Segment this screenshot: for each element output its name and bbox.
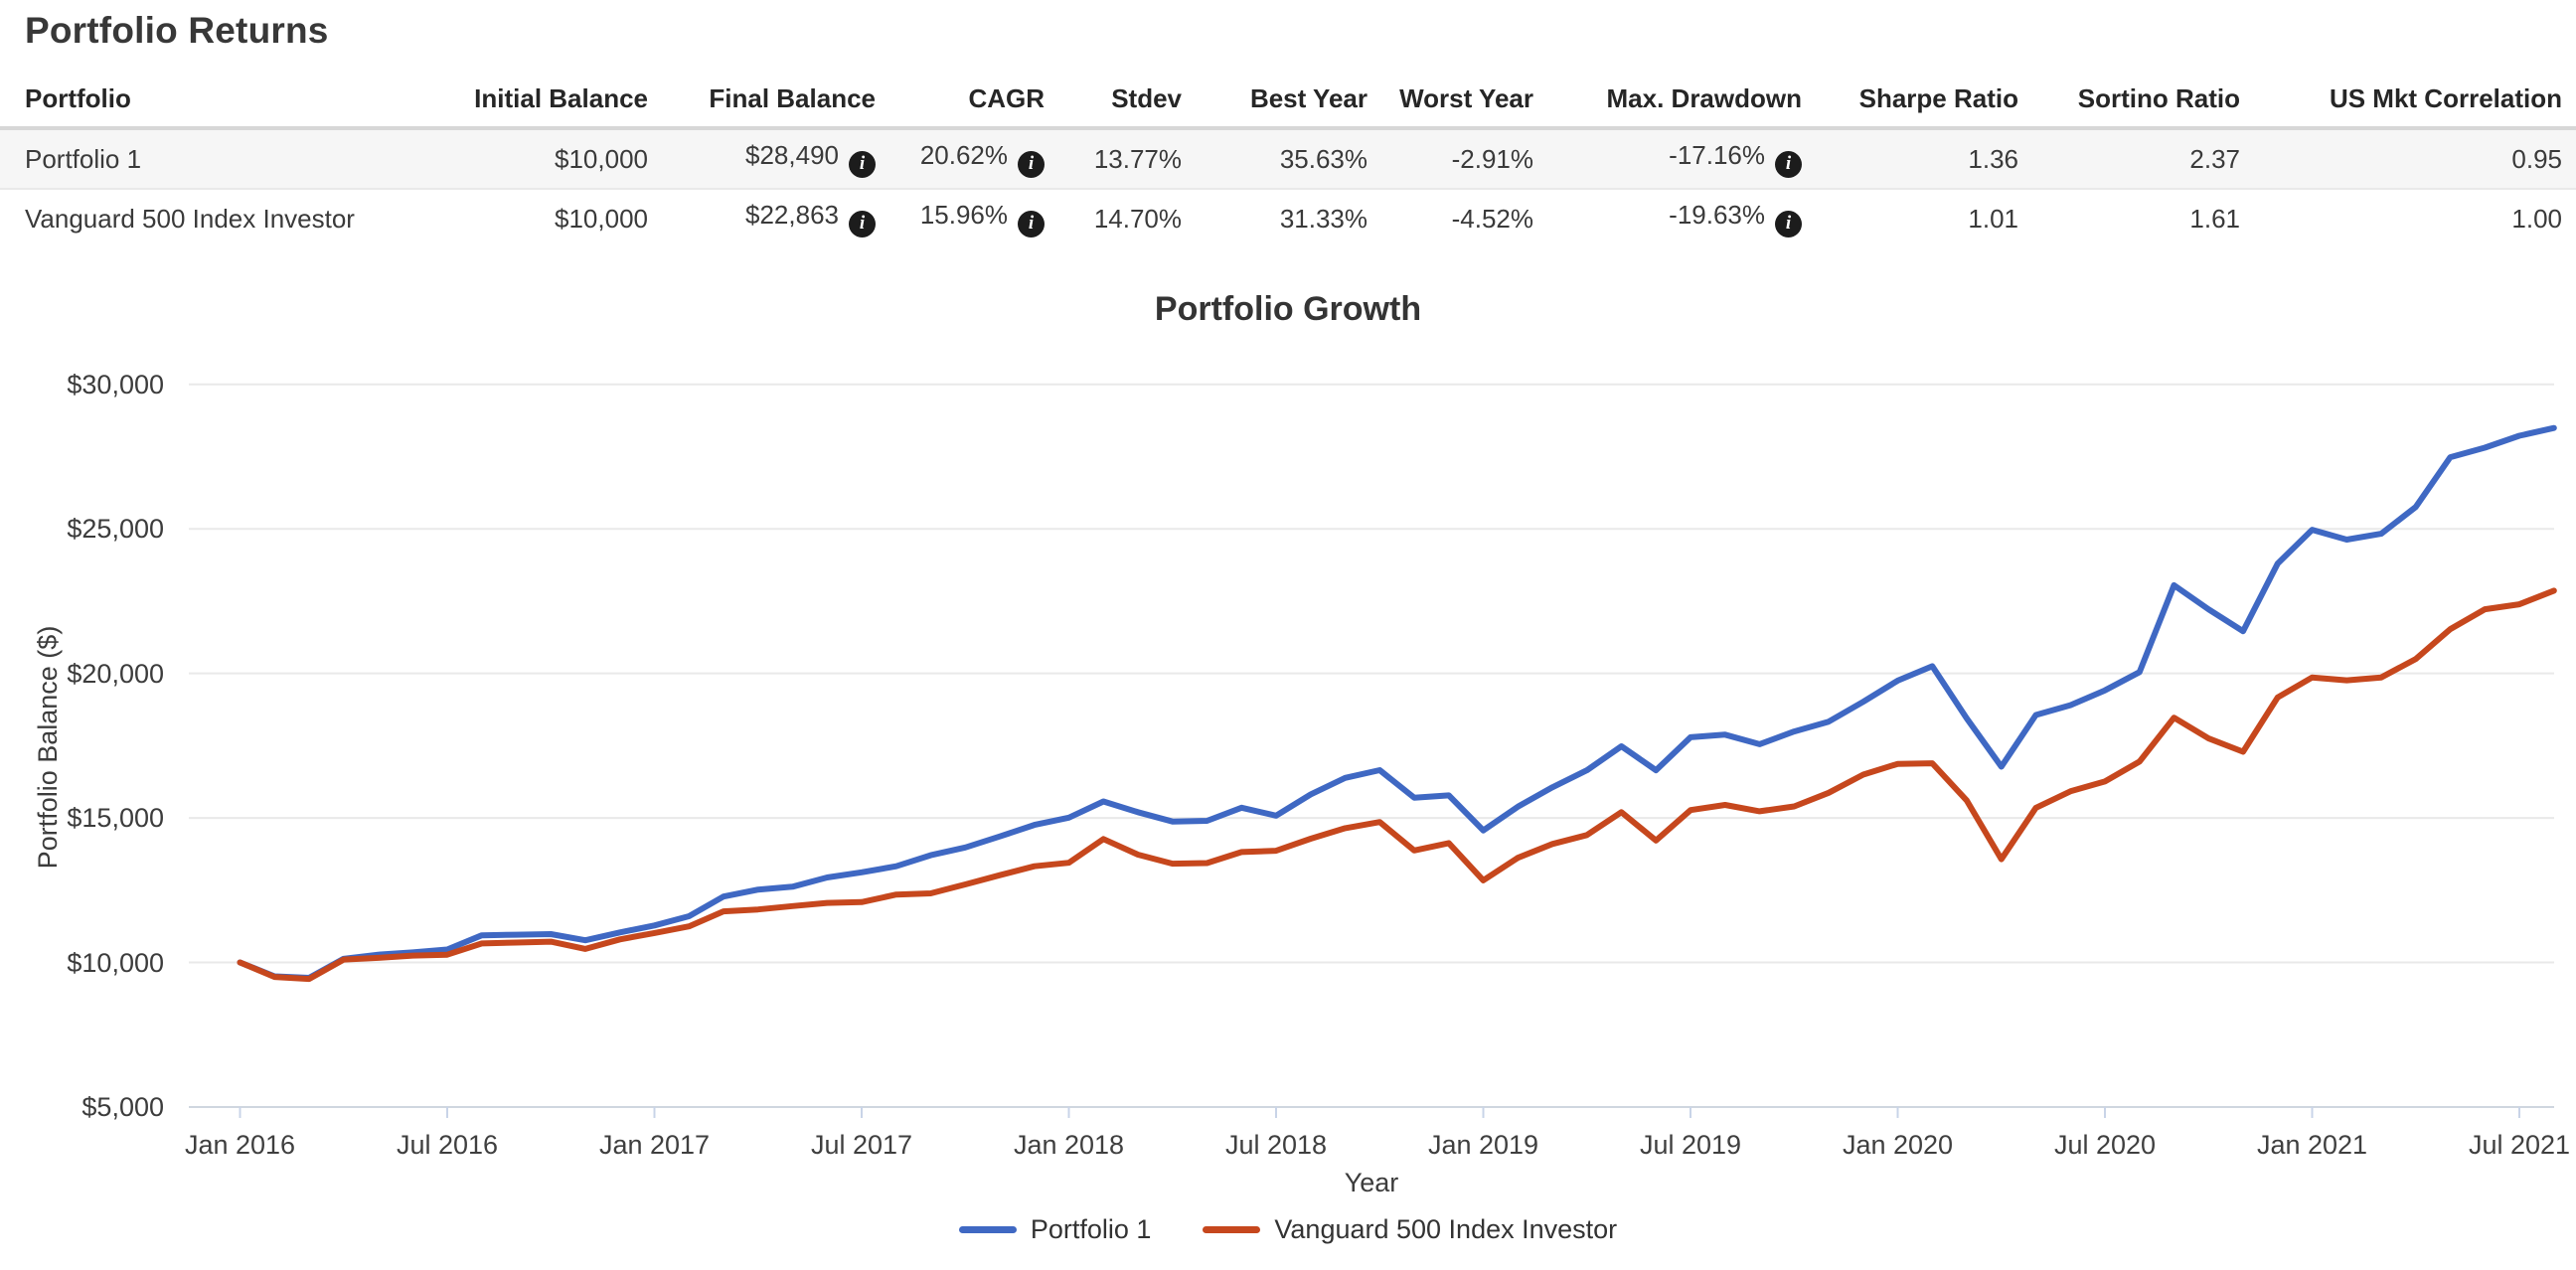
cell: $10,000 bbox=[555, 143, 648, 174]
x-tick-label: Jan 2018 bbox=[1013, 1130, 1125, 1160]
cell: 31.33% bbox=[1279, 203, 1368, 234]
info-icon[interactable]: i bbox=[1018, 210, 1045, 238]
column-header: Worst Year bbox=[1381, 68, 1547, 130]
info-icon[interactable]: i bbox=[1775, 210, 1802, 238]
cell: 1.00 bbox=[2511, 203, 2562, 234]
y-tick-label: $10,000 bbox=[67, 947, 164, 978]
x-tick-label: Jul 2020 bbox=[2053, 1130, 2157, 1160]
table-row: Portfolio 1 $10,000 $28,490 i 20.62% i 13.77% 3… bbox=[0, 128, 2576, 189]
legend-swatch bbox=[1203, 1226, 1261, 1233]
cell: 15.96% i bbox=[889, 189, 1058, 247]
info-icon[interactable]: i bbox=[849, 210, 876, 238]
chart-legend: Portfolio 1 Vanguard 500 Index Investor bbox=[0, 1214, 2576, 1245]
returns-table-body: Portfolio 1 $10,000 $28,490 i 20.62% i 13.77% 3… bbox=[0, 128, 2576, 247]
legend-item-vanguard-500-index-investor[interactable]: Vanguard 500 Index Investor bbox=[1203, 1214, 1617, 1245]
info-icon[interactable]: i bbox=[1018, 150, 1045, 178]
page-title: Portfolio Returns bbox=[25, 10, 329, 51]
y-tick-label: $20,000 bbox=[67, 658, 164, 689]
column-header: Max. Drawdown bbox=[1547, 68, 1816, 130]
cell: 14.70% bbox=[1093, 203, 1182, 234]
column-header: CAGR bbox=[889, 68, 1058, 130]
cell: -17.16% i bbox=[1547, 128, 1816, 189]
growth-chart: Portfolio Growth Portfolio Balance ($) $… bbox=[0, 268, 2576, 1270]
x-tick-label: Jan 2016 bbox=[184, 1130, 296, 1160]
table-header-row: Portfolio Initial Balance Final Balance CAG… bbox=[0, 68, 2576, 130]
cell: 35.63% bbox=[1279, 143, 1368, 174]
cell: 1.61 bbox=[2189, 203, 2240, 234]
cell: $10,000 bbox=[555, 203, 648, 234]
cell: $22,863 i bbox=[662, 189, 889, 247]
y-tick-label: $25,000 bbox=[67, 514, 164, 545]
legend-label: Vanguard 500 Index Investor bbox=[1274, 1214, 1618, 1244]
cell: -2.91% bbox=[1451, 143, 1533, 174]
returns-table: Portfolio Initial Balance Final Balance CAG… bbox=[0, 68, 2576, 247]
x-tick-label: Jul 2019 bbox=[1639, 1130, 1742, 1160]
y-tick-label: $15,000 bbox=[67, 803, 164, 834]
cell: 20.62% i bbox=[889, 128, 1058, 189]
y-tick-label: $5,000 bbox=[81, 1092, 164, 1122]
table-row: Vanguard 500 Index Investor $10,000 $22,86… bbox=[0, 189, 2576, 247]
x-tick-label: Jan 2019 bbox=[1427, 1130, 1539, 1160]
legend-label: Portfolio 1 bbox=[1030, 1214, 1152, 1244]
column-header: Sortino Ratio bbox=[2032, 68, 2254, 130]
cell: 1.36 bbox=[1968, 143, 2018, 174]
column-header: US Mkt Correlation bbox=[2254, 68, 2576, 130]
x-tick-label: Jul 2021 bbox=[2468, 1130, 2571, 1160]
y-axis-title: Portfolio Balance ($) bbox=[33, 625, 63, 870]
column-header: Best Year bbox=[1196, 68, 1381, 130]
x-tick-label: Jul 2016 bbox=[396, 1130, 499, 1160]
x-tick-label: Jan 2020 bbox=[1842, 1130, 1954, 1160]
x-tick-label: Jan 2021 bbox=[2256, 1130, 2368, 1160]
column-header: Stdev bbox=[1058, 68, 1196, 130]
legend-item-portfolio-1[interactable]: Portfolio 1 bbox=[958, 1214, 1152, 1245]
cell: 0.95 bbox=[2511, 143, 2562, 174]
chart-canvas bbox=[189, 383, 2557, 1118]
column-header: Sharpe Ratio bbox=[1816, 68, 2032, 130]
cell: -19.63% i bbox=[1547, 189, 1816, 247]
vanguard-500-index-investor-line[interactable] bbox=[237, 587, 2557, 983]
cell: 1.01 bbox=[1968, 203, 2018, 234]
cell: $28,490 i bbox=[662, 128, 889, 189]
cell: Portfolio 1 bbox=[25, 143, 142, 174]
column-header: Portfolio bbox=[0, 68, 442, 130]
x-axis-title: Year bbox=[1344, 1168, 1399, 1197]
chart-title: Portfolio Growth bbox=[1154, 290, 1422, 328]
x-tick-label: Jul 2018 bbox=[1224, 1130, 1328, 1160]
column-header: Final Balance bbox=[662, 68, 889, 130]
x-tick-label: Jan 2017 bbox=[598, 1130, 711, 1160]
legend-swatch bbox=[958, 1226, 1017, 1233]
portfolio-1-line[interactable] bbox=[237, 424, 2557, 981]
cell: 13.77% bbox=[1093, 143, 1182, 174]
y-tick-label: $30,000 bbox=[67, 369, 164, 399]
cell: Vanguard 500 Index Investor bbox=[25, 203, 355, 234]
info-icon[interactable]: i bbox=[849, 150, 876, 178]
cell: 2.37 bbox=[2189, 143, 2240, 174]
column-header: Initial Balance bbox=[442, 68, 662, 130]
info-icon[interactable]: i bbox=[1775, 150, 1802, 178]
x-tick-label: Jul 2017 bbox=[810, 1130, 913, 1160]
cell: -4.52% bbox=[1451, 203, 1533, 234]
